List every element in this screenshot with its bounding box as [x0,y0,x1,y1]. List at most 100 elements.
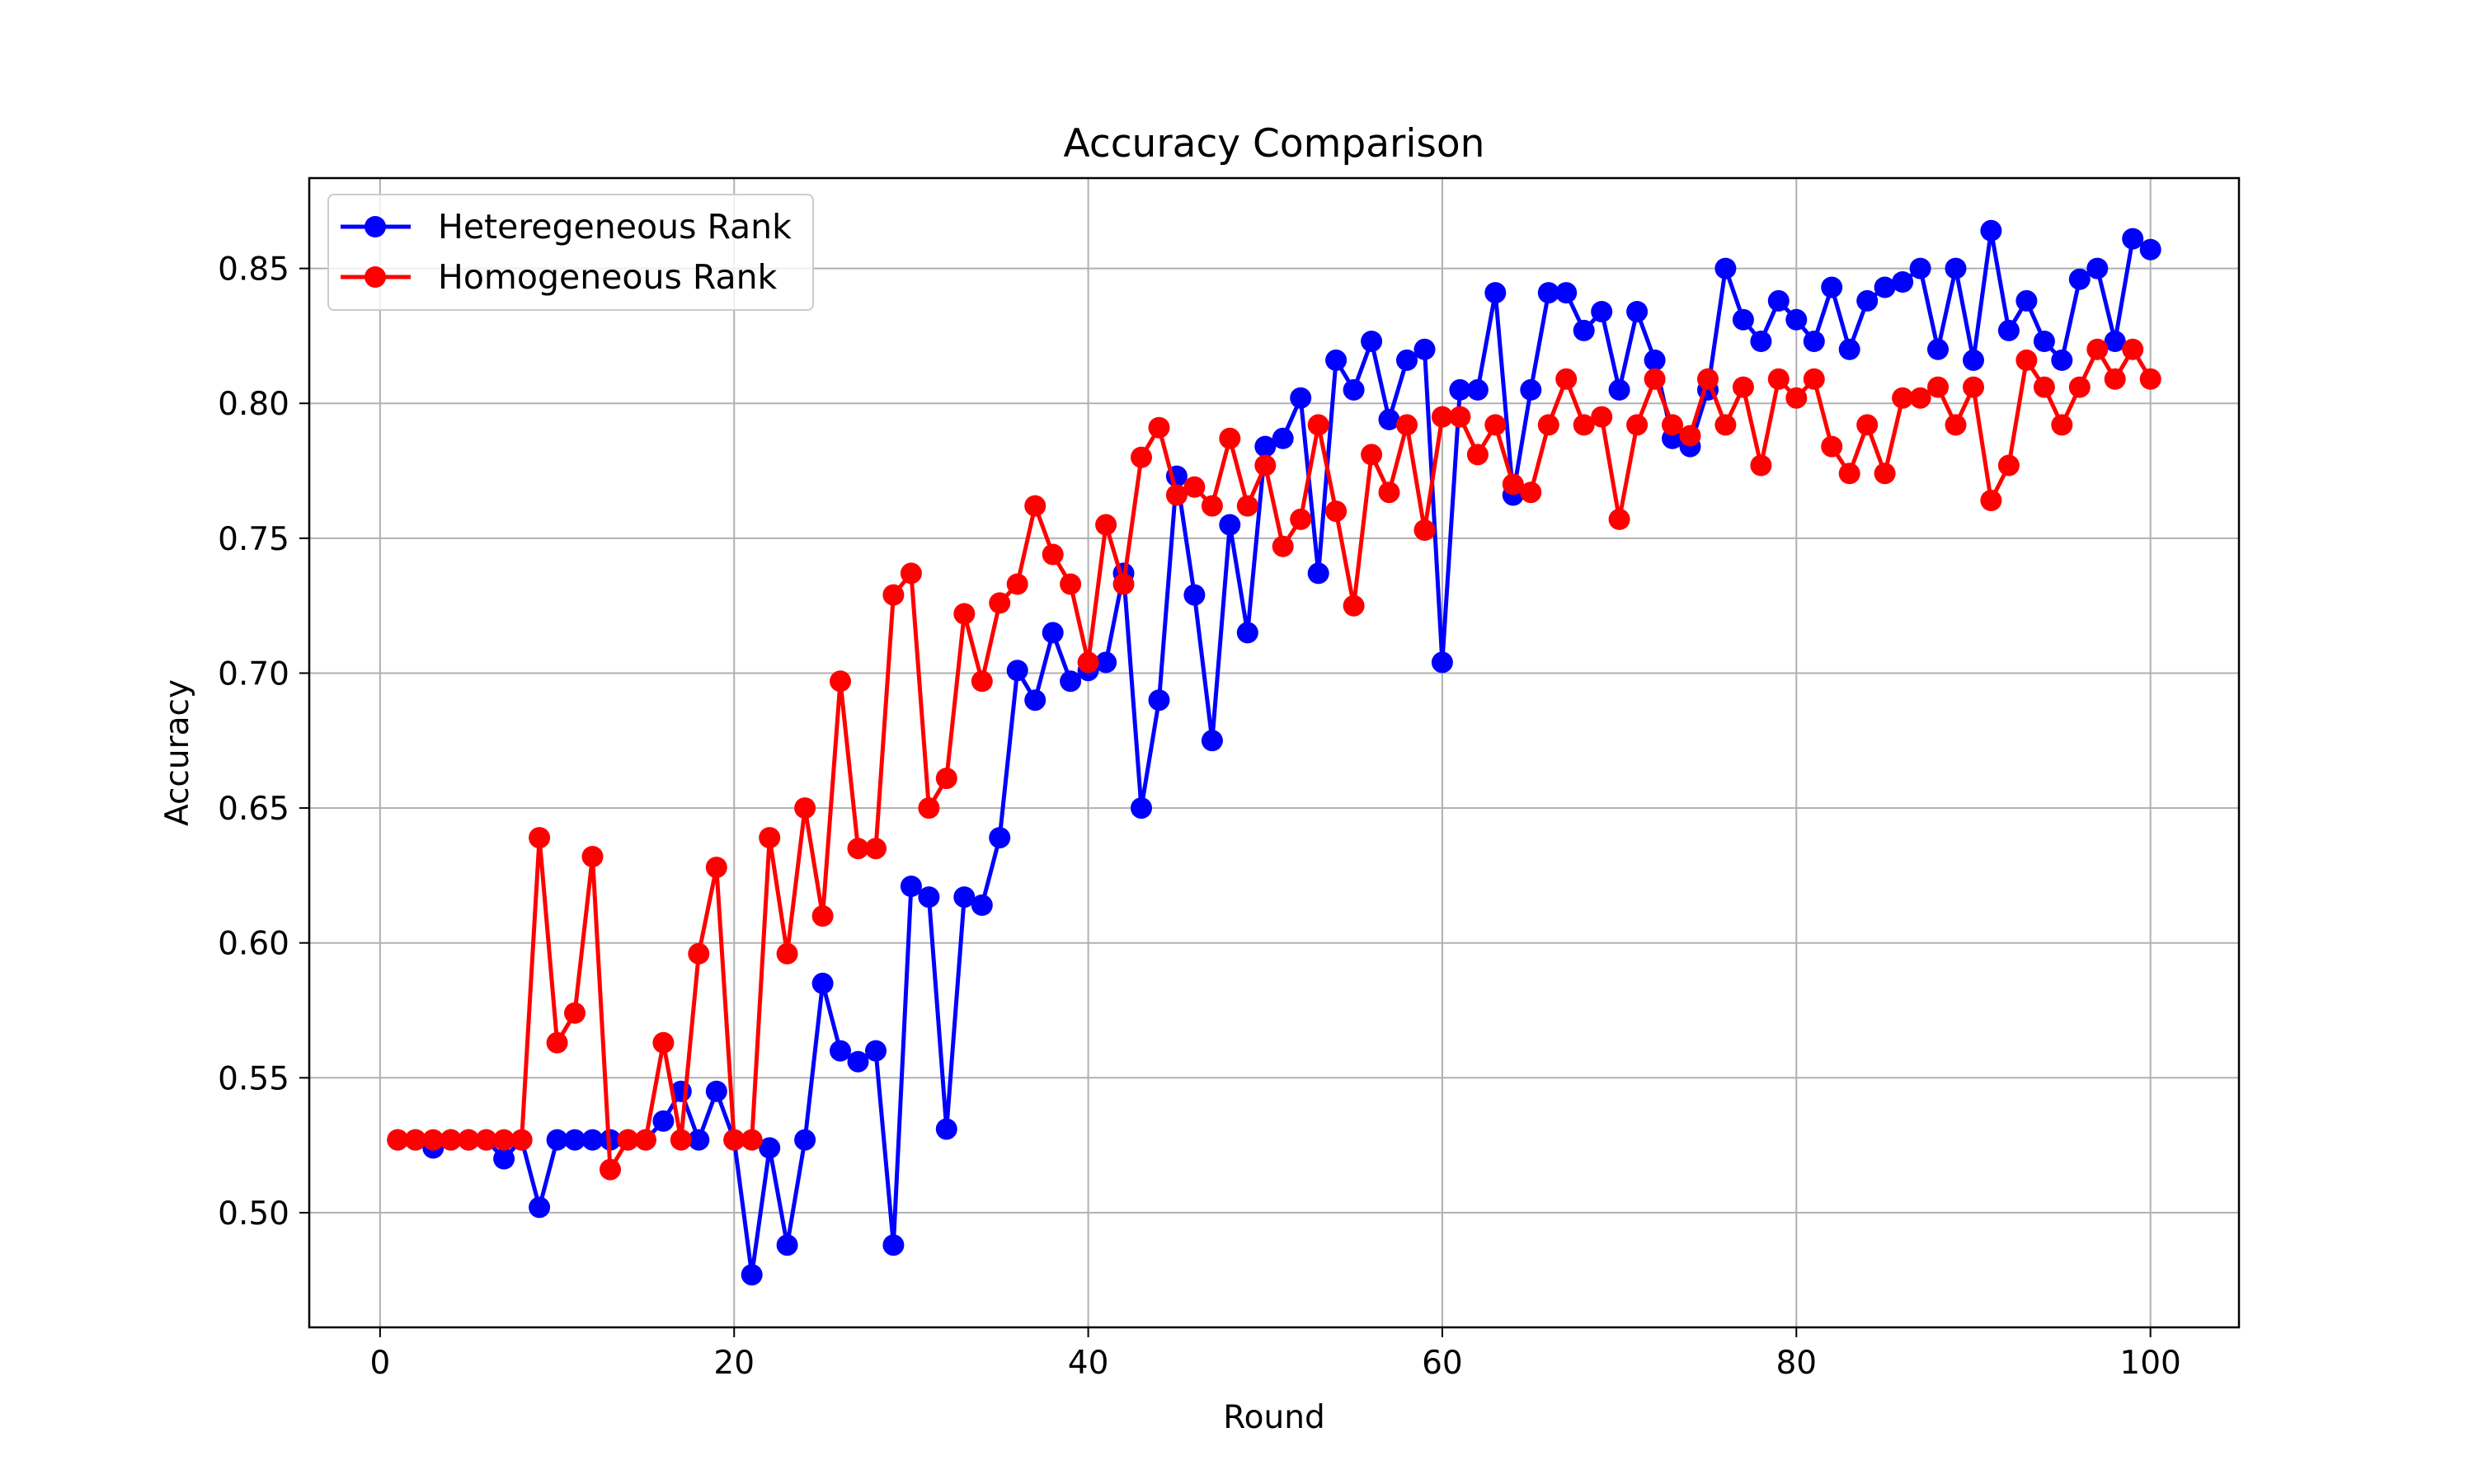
data-point-homogeneous-rank [1042,543,1064,566]
data-point-homogeneous-rank [1112,573,1135,595]
data-point-homogeneous-rank [1626,414,1649,436]
data-point-homogeneous-rank [1254,454,1277,477]
data-point-heteregeneous-rank [1537,282,1559,304]
data-point-heteregeneous-rank [1396,349,1418,371]
data-point-heteregeneous-rank [564,1129,586,1151]
data-point-heteregeneous-rank [1272,427,1294,449]
x-tick-label: 40 [1068,1345,1109,1382]
data-point-heteregeneous-rank [2104,331,2126,352]
data-point-homogeneous-rank [1909,387,1931,409]
data-point-homogeneous-rank [1431,406,1453,428]
data-point-heteregeneous-rank [2015,289,2038,312]
data-point-heteregeneous-rank [652,1110,675,1132]
data-point-heteregeneous-rank [1856,289,1879,312]
data-point-homogeneous-rank [1290,508,1312,530]
data-point-homogeneous-rank [600,1158,621,1181]
data-point-homogeneous-rank [493,1129,515,1151]
data-point-heteregeneous-rank [1963,349,1984,371]
data-point-heteregeneous-rank [882,1234,905,1256]
data-point-homogeneous-rank [971,670,993,693]
legend-label-homogeneous: Homogeneous Rank [438,257,778,297]
data-point-heteregeneous-rank [759,1137,781,1159]
y-tick-label: 0.65 [218,791,289,828]
data-point-homogeneous-rank [1874,463,1896,485]
data-point-homogeneous-rank [652,1031,675,1054]
data-point-homogeneous-rank [510,1129,533,1151]
data-point-heteregeneous-rank [953,886,976,909]
data-point-heteregeneous-rank [546,1129,568,1151]
data-point-heteregeneous-rank [1573,319,1595,341]
data-point-homogeneous-rank [2051,414,2073,436]
data-point-homogeneous-rank [1466,444,1489,466]
data-point-homogeneous-rank [1679,425,1701,447]
legend-label-heteregeneous: Heteregeneous Rank [438,207,792,247]
data-point-homogeneous-rank [705,857,727,879]
data-point-homogeneous-rank [546,1031,568,1054]
data-point-heteregeneous-rank [581,1129,604,1151]
data-point-heteregeneous-rank [1608,378,1630,401]
series-line-homogeneous-rank [397,347,2152,1172]
data-point-homogeneous-rank [776,942,798,965]
data-point-heteregeneous-rank [1236,622,1258,644]
data-point-heteregeneous-rank [1131,797,1152,819]
data-point-heteregeneous-rank [811,972,834,994]
data-point-homogeneous-rank [1714,414,1737,436]
data-point-heteregeneous-rank [2086,257,2109,279]
data-point-homogeneous-rank [1148,416,1170,439]
data-point-homogeneous-rank [918,797,940,819]
data-point-homogeneous-rank [1484,414,1507,436]
data-point-homogeneous-rank [1838,463,1860,485]
data-point-heteregeneous-rank [1042,622,1064,644]
data-point-heteregeneous-rank [989,827,1011,849]
data-point-homogeneous-rank [2122,338,2144,360]
legend-box [327,194,814,311]
data-point-homogeneous-rank [1697,368,1719,390]
y-tick-label: 0.85 [218,251,289,289]
data-point-heteregeneous-rank [1183,584,1206,606]
data-point-heteregeneous-rank [1307,562,1329,585]
x-tick-label: 100 [2119,1345,2180,1382]
data-point-heteregeneous-rank [1484,282,1507,304]
data-point-heteregeneous-rank [2033,331,2055,352]
data-point-heteregeneous-rank [865,1040,887,1062]
data-point-heteregeneous-rank [1644,349,1666,371]
data-point-heteregeneous-rank [705,1080,727,1102]
data-point-heteregeneous-rank [1466,378,1489,401]
data-point-homogeneous-rank [422,1129,444,1151]
data-point-homogeneous-rank [1892,387,1914,409]
data-point-homogeneous-rank [935,768,957,790]
data-point-homogeneous-rank [1732,376,1754,398]
y-tick-label: 0.70 [218,655,289,693]
data-point-homogeneous-rank [1662,414,1683,436]
data-point-heteregeneous-rank [1413,338,1436,360]
data-point-homogeneous-rank [1997,454,2020,477]
data-point-homogeneous-rank [741,1129,763,1151]
x-tick-label: 80 [1776,1345,1817,1382]
data-point-homogeneous-rank [1821,435,1843,458]
data-point-heteregeneous-rank [1750,331,1772,352]
data-point-heteregeneous-rank [529,1196,551,1219]
data-point-heteregeneous-rank [2068,268,2091,290]
data-point-heteregeneous-rank [1927,338,1949,360]
data-point-heteregeneous-rank [1361,331,1383,352]
data-point-heteregeneous-rank [493,1148,515,1170]
data-point-homogeneous-rank [2068,376,2091,398]
data-point-homogeneous-rank [1945,414,1967,436]
data-point-homogeneous-rank [458,1129,480,1151]
data-point-homogeneous-rank [1165,484,1188,506]
data-point-heteregeneous-rank [1290,387,1312,409]
data-point-homogeneous-rank [1573,414,1595,436]
data-point-heteregeneous-rank [1325,349,1348,371]
data-point-homogeneous-rank [404,1129,426,1151]
data-point-heteregeneous-rank [1767,289,1790,312]
data-point-homogeneous-rank [1183,476,1206,498]
data-point-heteregeneous-rank [741,1264,763,1286]
series-layer [387,219,2161,1286]
data-point-homogeneous-rank [1361,444,1383,466]
y-tick-label: 0.60 [218,926,289,963]
data-point-homogeneous-rank [387,1129,409,1151]
data-point-homogeneous-rank [900,562,922,585]
data-point-homogeneous-rank [1449,406,1471,428]
y-axis-ticks: 0.50 0.55 0.60 0.65 0.70 0.75 0.80 0.85 [218,251,309,1233]
